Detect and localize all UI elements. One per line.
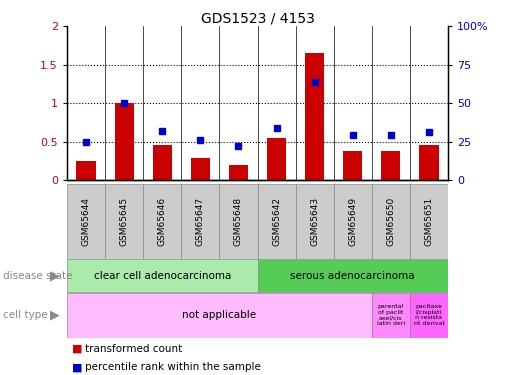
Bar xyxy=(296,184,334,259)
Text: ■: ■ xyxy=(72,363,82,372)
Text: serous adenocarcinoma: serous adenocarcinoma xyxy=(290,271,415,280)
Text: GSM65650: GSM65650 xyxy=(386,197,396,246)
Bar xyxy=(143,184,181,259)
Text: cell type: cell type xyxy=(3,310,47,320)
Bar xyxy=(410,184,448,259)
Bar xyxy=(105,184,143,259)
Bar xyxy=(67,260,258,292)
Bar xyxy=(219,184,258,259)
Bar xyxy=(114,103,134,180)
Text: GSM65647: GSM65647 xyxy=(196,197,205,246)
Text: GSM65651: GSM65651 xyxy=(424,197,434,246)
Bar xyxy=(191,159,210,180)
Bar xyxy=(410,292,448,338)
Text: transformed count: transformed count xyxy=(85,344,182,354)
Bar xyxy=(258,184,296,259)
Text: ▶: ▶ xyxy=(49,269,59,282)
Bar xyxy=(334,184,372,259)
Bar xyxy=(229,165,248,180)
Text: percentile rank within the sample: percentile rank within the sample xyxy=(85,363,261,372)
Text: GSM65644: GSM65644 xyxy=(81,197,91,246)
Text: GSM65645: GSM65645 xyxy=(119,197,129,246)
Text: not applicable: not applicable xyxy=(182,310,256,320)
Bar xyxy=(181,184,219,259)
Bar xyxy=(372,184,410,259)
Bar xyxy=(305,53,324,180)
Bar xyxy=(382,151,401,180)
Text: parental
of paclit
axel/cis
latin deri: parental of paclit axel/cis latin deri xyxy=(377,304,405,326)
Bar xyxy=(67,292,372,338)
Text: ▶: ▶ xyxy=(49,309,59,321)
Bar xyxy=(267,138,286,180)
Text: GDS1523 / 4153: GDS1523 / 4153 xyxy=(200,11,315,25)
Text: GSM65648: GSM65648 xyxy=(234,197,243,246)
Bar xyxy=(67,184,105,259)
Bar xyxy=(76,161,96,180)
Bar xyxy=(153,146,172,180)
Text: pacltaxe
l/cisplati
n resista
nt derivat: pacltaxe l/cisplati n resista nt derivat xyxy=(414,304,444,326)
Text: GSM65646: GSM65646 xyxy=(158,197,167,246)
Bar xyxy=(258,260,448,292)
Bar xyxy=(419,146,439,180)
Text: GSM65642: GSM65642 xyxy=(272,197,281,246)
Text: disease state: disease state xyxy=(3,271,72,280)
Text: GSM65643: GSM65643 xyxy=(310,197,319,246)
Text: GSM65649: GSM65649 xyxy=(348,197,357,246)
Bar xyxy=(344,151,363,180)
Bar xyxy=(372,292,410,338)
Text: ■: ■ xyxy=(72,344,82,354)
Text: clear cell adenocarcinoma: clear cell adenocarcinoma xyxy=(94,271,231,280)
